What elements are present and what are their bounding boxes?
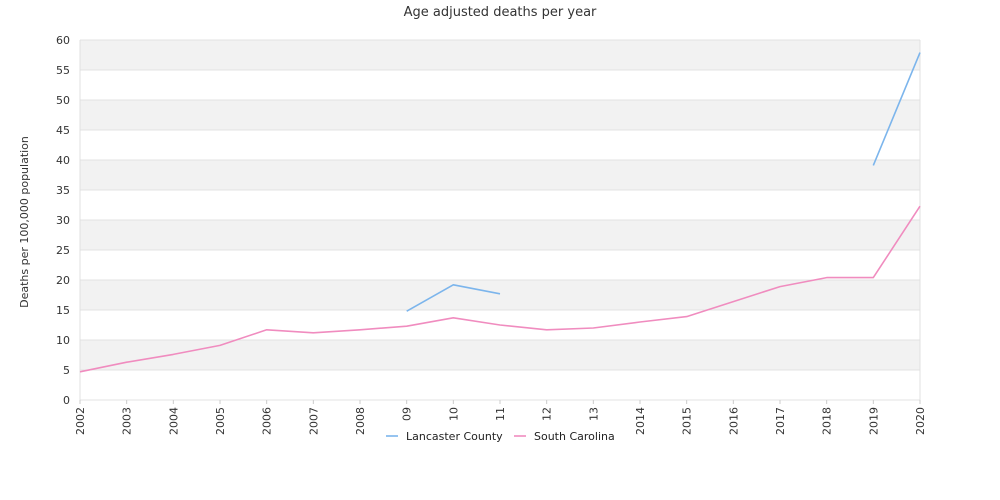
y-axis-ticks: 0 5 10 15 20 25 30 35 40 45 50 55 60: [56, 34, 70, 407]
y-tick-label: 40: [56, 154, 70, 167]
y-tick-label: 20: [56, 274, 70, 287]
x-tick-label: 2018: [821, 407, 834, 435]
x-tick-label: 12: [541, 407, 554, 421]
y-tick-label: 35: [56, 184, 70, 197]
x-tick-label: 2002: [74, 407, 87, 435]
y-tick-label: 0: [63, 394, 70, 407]
y-tick-label: 5: [63, 364, 70, 377]
x-axis-ticks: 2002 2003 2004 2005 2006 2007 2008 09 10 11 12 13 20…: [74, 400, 927, 435]
legend: Lancaster County South Carolina: [386, 430, 615, 443]
y-tick-label: 25: [56, 244, 70, 257]
series-layer: [79, 52, 921, 373]
x-tick-label: 2020: [914, 407, 927, 435]
x-tick-label: 2006: [261, 407, 274, 435]
x-tick-label: 2008: [354, 407, 367, 435]
chart-title: Age adjusted deaths per year: [404, 5, 597, 20]
series-line-south-carolina: [79, 205, 921, 373]
y-tick-label: 55: [56, 64, 70, 77]
grid-band: [80, 190, 920, 220]
legend-label: Lancaster County: [406, 430, 503, 443]
grid-band: [80, 100, 920, 130]
x-tick-label: 10: [447, 407, 460, 421]
y-axis-label: Deaths per 100,000 population: [18, 136, 31, 308]
x-tick-label: 2014: [634, 407, 647, 435]
grid-band: [80, 340, 920, 370]
series-line-lancaster-county: [406, 284, 501, 312]
grid-band: [80, 160, 920, 190]
grid-band: [80, 220, 920, 250]
x-tick-label: 2007: [307, 407, 320, 435]
y-tick-label: 15: [56, 304, 70, 317]
y-tick-label: 30: [56, 214, 70, 227]
grid-band: [80, 70, 920, 100]
grid-band: [80, 280, 920, 310]
x-tick-label: 2016: [727, 407, 740, 435]
grid-bands: [80, 40, 920, 400]
x-tick-label: 2003: [121, 407, 134, 435]
grid-band: [80, 370, 920, 400]
x-tick-label: 2017: [774, 407, 787, 435]
x-tick-label: 13: [587, 407, 600, 421]
series-line-lancaster-county: [872, 52, 921, 166]
grid-band: [80, 40, 920, 70]
x-tick-label: 2005: [214, 407, 227, 435]
grid-band: [80, 130, 920, 160]
x-tick-label: 09: [401, 407, 414, 421]
y-tick-label: 60: [56, 34, 70, 47]
grid-band: [80, 250, 920, 280]
y-tick-label: 50: [56, 94, 70, 107]
x-tick-label: 2015: [681, 407, 694, 435]
x-tick-label: 11: [494, 407, 507, 421]
y-tick-label: 10: [56, 334, 70, 347]
legend-label: South Carolina: [534, 430, 615, 443]
y-tick-label: 45: [56, 124, 70, 137]
x-tick-label: 2004: [167, 407, 180, 435]
x-tick-label: 2019: [867, 407, 880, 435]
